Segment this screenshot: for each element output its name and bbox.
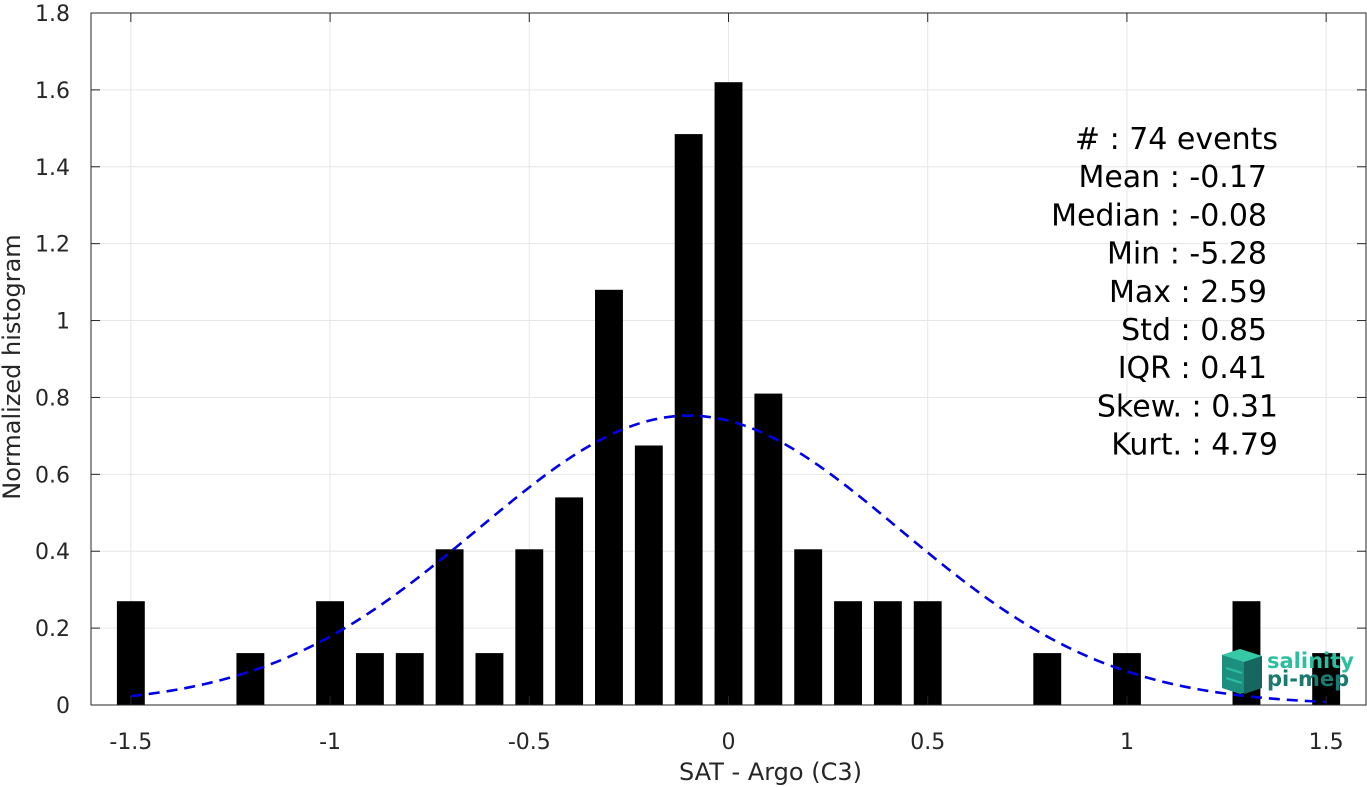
histogram-bar bbox=[395, 653, 424, 705]
logo-text-salinity: salinity bbox=[1267, 649, 1354, 673]
histogram-bar bbox=[595, 289, 623, 705]
histogram-bar bbox=[714, 82, 743, 705]
tick-labels: -1.5 -1 -0.5 0 0.5 1 1.5 0 0.2 0.4 0.6 0.8 1 1.2 1.4 1.… bbox=[35, 2, 1344, 755]
logo-mark-icon bbox=[1222, 649, 1262, 694]
stat-line: Max : 2.59 bbox=[1109, 275, 1267, 310]
x-tick-label: 0.5 bbox=[910, 730, 945, 755]
histogram-bar bbox=[634, 445, 663, 705]
histogram-bar bbox=[435, 549, 464, 705]
histogram-bar bbox=[913, 601, 942, 705]
y-tick-label: 1.8 bbox=[35, 2, 70, 27]
y-tick-label: 0.6 bbox=[35, 463, 70, 488]
x-axis-label: SAT - Argo (C3) bbox=[679, 758, 862, 786]
y-tick-label: 0.2 bbox=[35, 617, 70, 642]
x-tick-label: -0.5 bbox=[508, 730, 551, 755]
stat-line: Median : -0.08 bbox=[1051, 198, 1267, 233]
salinity-pi-mep-logo: salinity pi-mep bbox=[1222, 649, 1354, 694]
y-tick-label: 0 bbox=[56, 694, 70, 719]
y-tick-label: 0.8 bbox=[35, 386, 70, 411]
stat-line: Mean : -0.17 bbox=[1078, 160, 1267, 195]
x-tick-label: -1 bbox=[319, 730, 341, 755]
stat-line: Kurt. : 4.79 bbox=[1111, 428, 1278, 463]
axis-ticks bbox=[91, 12, 1366, 706]
histogram-bar bbox=[116, 601, 145, 705]
y-tick-label: 1.2 bbox=[35, 233, 70, 258]
histogram-bar bbox=[1033, 653, 1062, 705]
histogram-bar bbox=[754, 393, 783, 705]
y-tick-label: 1.4 bbox=[35, 156, 70, 181]
histogram-bar bbox=[834, 601, 862, 705]
stat-line: Min : -5.28 bbox=[1107, 237, 1267, 272]
histogram-bar bbox=[515, 549, 544, 705]
stat-line: Skew. : 0.31 bbox=[1097, 389, 1278, 424]
x-tick-label: -1.5 bbox=[109, 730, 152, 755]
x-tick-label: 0 bbox=[722, 730, 736, 755]
stat-line: # : 74 events bbox=[1075, 122, 1278, 157]
histogram-bar bbox=[316, 601, 345, 705]
histogram-bar bbox=[475, 653, 504, 705]
histogram-bar bbox=[794, 549, 823, 705]
logo-text-pi-mep: pi-mep bbox=[1267, 667, 1349, 691]
histogram-bar bbox=[236, 653, 265, 705]
y-tick-label: 1 bbox=[56, 310, 70, 335]
x-tick-label: 1 bbox=[1120, 730, 1134, 755]
histogram-bar bbox=[873, 601, 902, 705]
stat-line: Std : 0.85 bbox=[1121, 313, 1267, 348]
y-axis-label: Normalized histogram bbox=[0, 234, 26, 499]
stat-line: IQR : 0.41 bbox=[1118, 351, 1267, 386]
histogram-bar bbox=[674, 134, 703, 706]
histogram-bar bbox=[355, 653, 384, 705]
x-tick-label: 1.5 bbox=[1309, 730, 1344, 755]
histogram-bar bbox=[555, 497, 584, 705]
y-tick-label: 0.4 bbox=[35, 540, 70, 565]
bars bbox=[116, 82, 1341, 706]
y-tick-label: 1.6 bbox=[35, 79, 70, 104]
